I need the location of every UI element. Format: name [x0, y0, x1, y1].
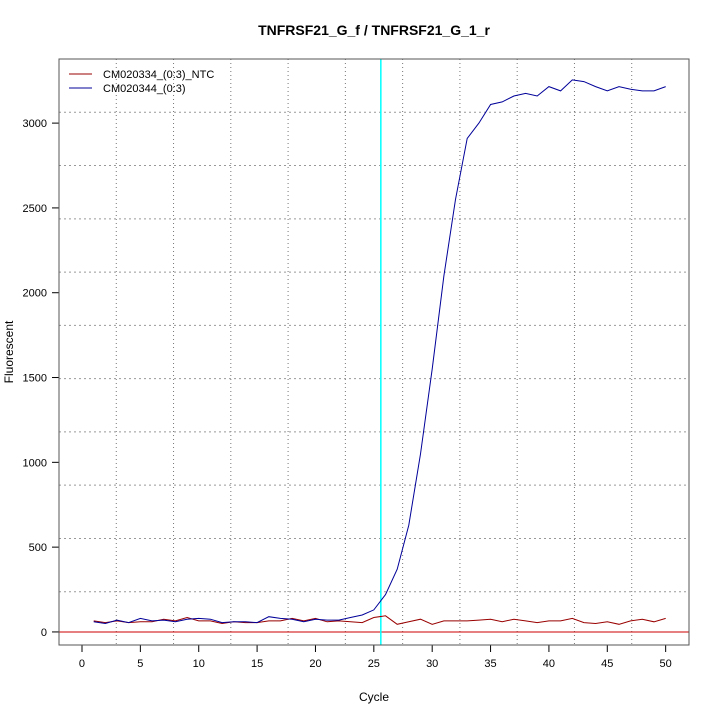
y-tick-label: 1000 [23, 457, 47, 469]
x-tick-label: 15 [251, 658, 263, 670]
legend-label: CM020334_(0:3)_NTC [103, 69, 214, 81]
y-tick-label: 2000 [23, 288, 47, 300]
x-axis-label: Cycle [359, 690, 389, 704]
grid [59, 59, 689, 645]
plot-frame [58, 58, 690, 646]
legend-label: CM020344_(0:3) [103, 83, 186, 95]
y-tick-label: 3000 [23, 118, 47, 130]
y-tick-label: 0 [41, 627, 47, 639]
x-tick-label: 25 [368, 658, 380, 670]
series-group [59, 59, 689, 645]
chart-title: TNFRSF21_G_f / TNFRSF21_G_1_r [258, 22, 490, 38]
x-tick-label: 0 [79, 658, 85, 670]
x-tick-label: 50 [660, 658, 672, 670]
x-tick-label: 35 [484, 658, 496, 670]
x-tick-label: 30 [426, 658, 438, 670]
x-tick-label: 5 [137, 658, 143, 670]
x-tick-label: 10 [193, 658, 205, 670]
series-line-1 [93, 79, 666, 625]
axes: 0 5 10 15 20 25 30 35 40 45 5005001000150020002500… [23, 118, 672, 670]
x-tick-label: 20 [309, 658, 321, 670]
legend: CM020334_(0:3)_NTC CM020344_(0:3) [69, 69, 214, 95]
x-tick-label: 40 [543, 658, 555, 670]
y-tick-label: 500 [29, 542, 47, 554]
y-tick-label: 2500 [23, 203, 47, 215]
y-axis-label: Fluorescent [2, 320, 16, 383]
y-tick-label: 1500 [23, 373, 47, 385]
x-tick-label: 45 [601, 658, 613, 670]
series-line-0 [93, 615, 666, 625]
